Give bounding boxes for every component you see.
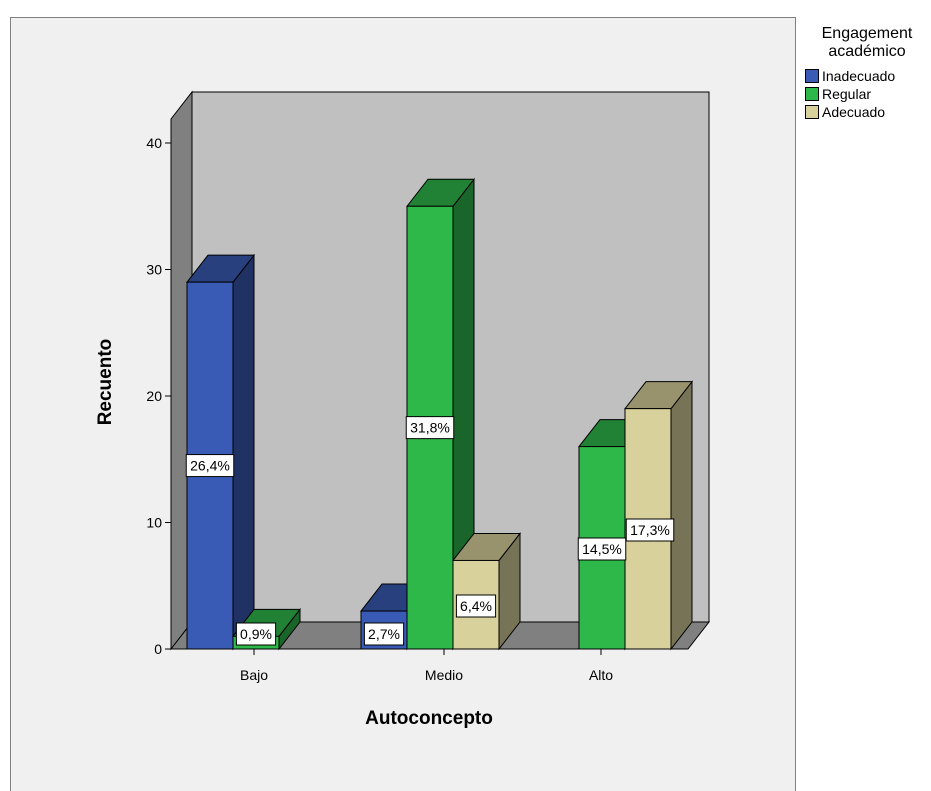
data-label-regular-bajo-text: 0,9%: [240, 626, 272, 642]
data-label-regular-alto-text: 14,5%: [582, 541, 622, 557]
data-label-inadecuado-bajo-box: [185, 454, 235, 478]
legend-swatch-inadecuado: [805, 69, 819, 83]
data-label-adecuado-alto: 17,3%: [625, 518, 675, 542]
legend-item-regular: Regular: [805, 85, 929, 103]
x-axis-title: Autoconcepto: [365, 708, 493, 729]
x-tick-label-bajo: Bajo: [240, 667, 268, 683]
bar-adecuado-medio: [451, 531, 522, 651]
legend-item-adecuado: Adecuado: [805, 103, 929, 121]
x-tick-label-alto: Alto: [589, 667, 613, 683]
data-label-inadecuado-bajo-text: 26,4%: [190, 458, 230, 474]
data-label-inadecuado-medio-text: 2,7%: [368, 626, 400, 642]
legend-label-regular: Regular: [822, 86, 872, 102]
data-label-adecuado-medio: 6,4%: [455, 594, 497, 618]
bar-inadecuado-bajo: [185, 253, 256, 651]
data-label-adecuado-medio-text: 6,4%: [460, 598, 492, 614]
bar-side-inadecuado-bajo: [232, 253, 255, 651]
chart-frame: 0 10 20 30 40 Bajo Medio Alto 26,4% 0,9% 2,7% 31,…: [10, 17, 796, 791]
data-labels: 26,4% 0,9% 2,7% 31,8% 6,4% 14,5% 17,3%: [185, 416, 675, 646]
data-label-regular-medio-box: [405, 416, 455, 440]
legend-label-adecuado: Adecuado: [822, 104, 886, 120]
legend-label-inadecuado: Inadecuado: [822, 68, 896, 84]
data-label-inadecuado-bajo: 26,4%: [185, 454, 235, 478]
bar-side-adecuado-alto: [670, 380, 693, 651]
y-tick-label-0: 0: [154, 641, 162, 657]
y-axis-title: Recuento: [95, 339, 116, 426]
legend: Engagement académico Inadecuado Regular …: [805, 25, 929, 121]
legend-swatch-adecuado: [805, 105, 819, 119]
x-tick-label-medio: Medio: [425, 667, 463, 683]
y-tick-label-40: 40: [146, 135, 162, 151]
data-label-adecuado-alto-box: [625, 518, 675, 542]
y-axis: 0 10 20 30 40: [146, 119, 172, 657]
data-label-inadecuado-medio: 2,7%: [363, 622, 405, 646]
legend-swatch-regular: [805, 87, 819, 101]
data-label-regular-medio: 31,8%: [405, 416, 455, 440]
y-tick-label-20: 20: [146, 388, 162, 404]
legend-title: Engagement académico: [821, 25, 913, 60]
data-label-regular-alto-box: [577, 537, 627, 561]
data-label-adecuado-medio-box: [455, 594, 497, 618]
x-axis: Bajo Medio Alto: [171, 648, 688, 683]
data-label-regular-alto: 14,5%: [577, 537, 627, 561]
y-tick-label-30: 30: [146, 262, 162, 278]
bar-adecuado-alto: [623, 380, 694, 651]
y-tick-label-10: 10: [146, 515, 162, 531]
bar-chart: 0 10 20 30 40 Bajo Medio Alto 26,4% 0,9% 2,7% 31,…: [95, 90, 711, 729]
data-label-adecuado-alto-text: 17,3%: [630, 522, 670, 538]
data-label-inadecuado-medio-box: [363, 622, 405, 646]
data-label-regular-bajo-box: [235, 622, 277, 646]
legend-item-inadecuado: Inadecuado: [805, 67, 929, 85]
data-label-regular-medio-text: 31,8%: [410, 420, 450, 436]
data-label-regular-bajo: 0,9%: [235, 622, 277, 646]
